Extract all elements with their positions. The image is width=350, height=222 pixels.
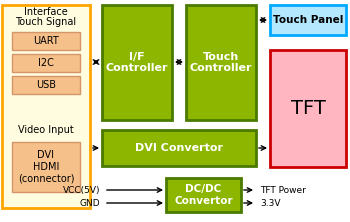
Bar	[12, 76, 80, 94]
Text: TFT Power: TFT Power	[260, 186, 306, 194]
Text: I/F
Controller: I/F Controller	[106, 52, 168, 73]
Text: USB: USB	[36, 80, 56, 90]
Bar	[12, 32, 80, 50]
Bar	[102, 5, 172, 120]
Text: UART: UART	[33, 36, 59, 46]
Text: DVI Convertor: DVI Convertor	[135, 143, 223, 153]
Text: VCC(5V): VCC(5V)	[63, 186, 100, 194]
Bar	[102, 130, 256, 166]
Bar	[270, 5, 346, 35]
Text: Touch Panel: Touch Panel	[273, 15, 343, 25]
Bar	[186, 5, 256, 120]
Text: DVI
HDMI
(connector): DVI HDMI (connector)	[18, 150, 74, 184]
Text: Video Input: Video Input	[18, 125, 74, 135]
Bar	[270, 50, 346, 167]
Bar	[12, 54, 80, 72]
Text: I2C: I2C	[38, 58, 54, 68]
Text: 3.3V: 3.3V	[260, 198, 280, 208]
Text: Touch Signal: Touch Signal	[15, 17, 77, 27]
Text: DC/DC
Convertor: DC/DC Convertor	[174, 184, 233, 206]
Text: Interface: Interface	[24, 7, 68, 17]
Text: GND: GND	[79, 198, 100, 208]
Bar	[12, 142, 80, 192]
Bar	[166, 178, 241, 212]
Text: TFT: TFT	[290, 99, 326, 118]
Text: Touch
Controller: Touch Controller	[190, 52, 252, 73]
Bar	[2, 5, 90, 208]
